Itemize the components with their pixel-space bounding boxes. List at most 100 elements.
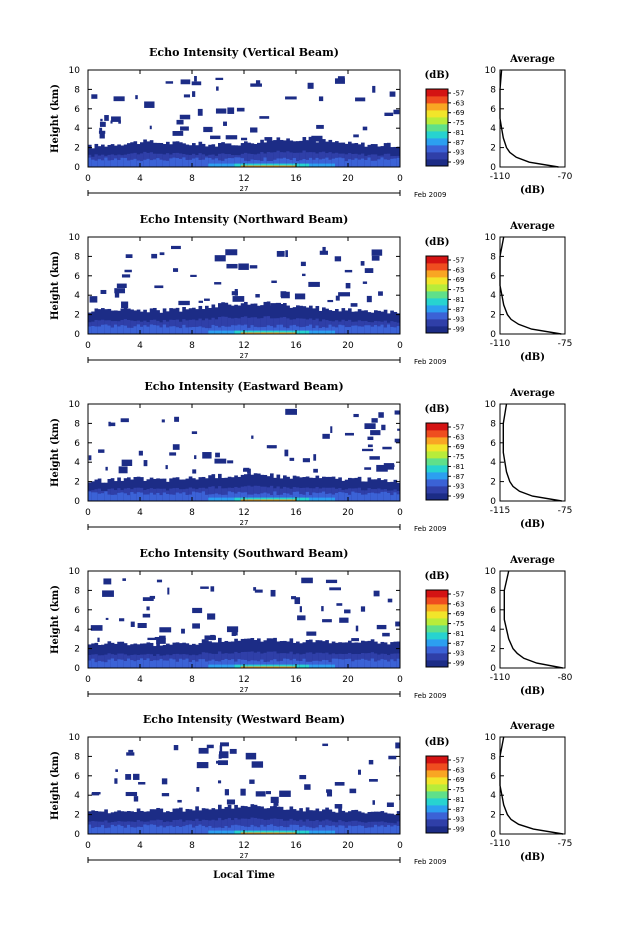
x-tick-label: 8 [189, 341, 195, 351]
echo-cell [237, 825, 242, 834]
echo-patch [118, 120, 121, 124]
month-label: Feb 2009 [414, 358, 446, 366]
echo-cell [367, 157, 372, 167]
echo-patch [227, 460, 234, 464]
echo-cell [299, 160, 303, 167]
average-y-tick-label: 8 [490, 586, 496, 596]
echo-cell [325, 320, 329, 334]
x-tick-label: 0 [397, 174, 403, 184]
echo-patch [196, 787, 200, 792]
echo-cell [140, 827, 144, 834]
echo-cell [159, 825, 164, 834]
echo-cell [279, 664, 284, 668]
colorbar-tick-label: -87 [453, 139, 464, 147]
y-tick-label: 10 [69, 567, 81, 577]
echo-cell [383, 659, 388, 668]
echo-cell [305, 830, 310, 834]
echo-cell [279, 497, 284, 501]
echo-cell [260, 163, 264, 167]
colorbar-unit: (dB) [425, 737, 450, 748]
echo-patch [128, 749, 134, 753]
echo-cell [192, 319, 196, 334]
echo-patch [366, 295, 372, 303]
echo-cell [361, 158, 365, 167]
echo-cell [263, 316, 268, 334]
echo-cell [279, 165, 284, 167]
echo-cell [107, 827, 112, 834]
echo-patch [353, 413, 359, 418]
echo-cell [214, 661, 219, 668]
colorbar-swatch [426, 152, 448, 160]
average-profile-line [499, 236, 562, 335]
echo-cell [192, 158, 196, 167]
echo-cell [331, 497, 336, 501]
echo-cell [247, 819, 251, 834]
echo-cell [283, 316, 287, 334]
echo-cell [253, 332, 258, 334]
echo-cell [201, 491, 206, 501]
echo-cell [237, 330, 242, 334]
echo-cell [292, 824, 297, 834]
echo-cell [188, 327, 193, 334]
echo-cell [390, 326, 394, 334]
echo-cell [188, 494, 193, 501]
average-x-tick-label: -110 [490, 339, 511, 349]
echo-patch [173, 268, 179, 272]
echo-patch [376, 464, 388, 472]
echo-cell [240, 830, 245, 834]
echo-patch [113, 96, 125, 102]
echo-cell [214, 330, 219, 334]
echo-patch [308, 281, 320, 287]
colorbar-swatch [426, 604, 448, 612]
colorbar-swatch [426, 805, 448, 813]
echo-cell [276, 163, 281, 167]
echo-cell [299, 819, 303, 834]
echo-cell [325, 830, 329, 834]
echo-cell [237, 664, 242, 668]
colorbar-swatch [426, 291, 448, 299]
echo-cell [162, 160, 167, 167]
echo-cell [273, 152, 277, 167]
echo-patch [307, 82, 314, 89]
echo-patch [135, 95, 138, 100]
echo-cell [292, 499, 297, 501]
echo-cell [263, 326, 268, 334]
echo-cell [140, 161, 144, 167]
echo-patch [190, 274, 197, 277]
echo-cell [179, 493, 183, 501]
echo-field [88, 245, 401, 334]
y-tick-label: 2 [74, 478, 80, 488]
colorbar-tick-label: -87 [453, 640, 464, 648]
echo-cell [231, 492, 235, 501]
echo-patch [271, 280, 277, 284]
echo-cell [234, 497, 238, 501]
echo-patch [338, 292, 351, 297]
echo-cell [273, 664, 277, 668]
echo-cell [221, 325, 225, 334]
echo-cell [253, 165, 258, 167]
echo-cell [114, 158, 118, 167]
echo-cell [322, 327, 326, 334]
echo-patch [318, 96, 324, 102]
x-tick-label: 8 [189, 508, 195, 518]
echo-cell [351, 661, 355, 668]
echo-cell [315, 163, 320, 167]
echo-patch [149, 595, 156, 599]
echo-cell [302, 318, 307, 334]
echo-cell [322, 491, 326, 501]
echo-cell [354, 325, 359, 334]
echo-cell [166, 153, 170, 167]
echo-patch [111, 116, 121, 122]
echo-cell [195, 661, 199, 668]
echo-cell [143, 660, 147, 668]
echo-patch [178, 300, 190, 306]
echo-cell [328, 330, 333, 334]
echo-patch [378, 412, 384, 418]
colorbar-swatch [426, 256, 448, 264]
echo-cell [234, 830, 238, 834]
average-y-tick-label: 2 [490, 478, 496, 488]
echo-patch [104, 115, 109, 121]
y-tick-label: 0 [74, 664, 80, 674]
average-y-tick-label: 6 [490, 439, 496, 449]
echo-patch [204, 298, 210, 301]
